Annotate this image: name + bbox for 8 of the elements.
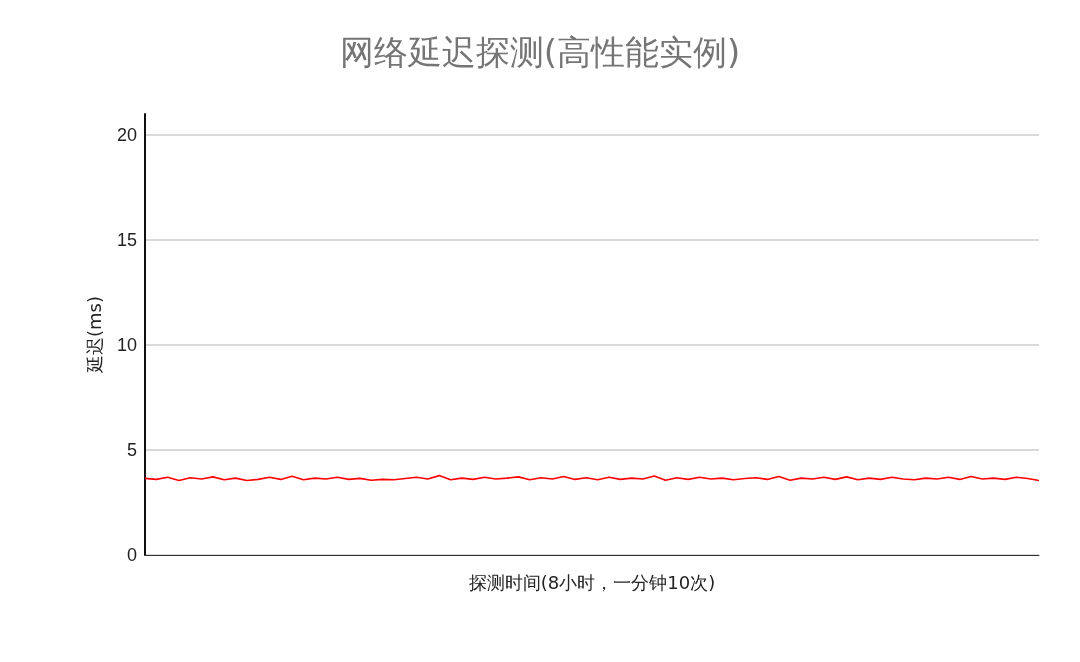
y-tick-label: 15 <box>116 230 137 250</box>
x-axis-title: 探测时间(8小时，一分钟10次) <box>468 571 716 593</box>
y-tick-label: 5 <box>126 440 137 460</box>
y-tick-label: 0 <box>126 545 137 565</box>
chart-title: 网络延迟探测(高性能实例) <box>339 32 741 72</box>
y-tick-label: 10 <box>116 335 137 355</box>
y-axis-title: 延迟(ms) <box>83 296 105 374</box>
y-tick-label: 20 <box>116 125 137 145</box>
